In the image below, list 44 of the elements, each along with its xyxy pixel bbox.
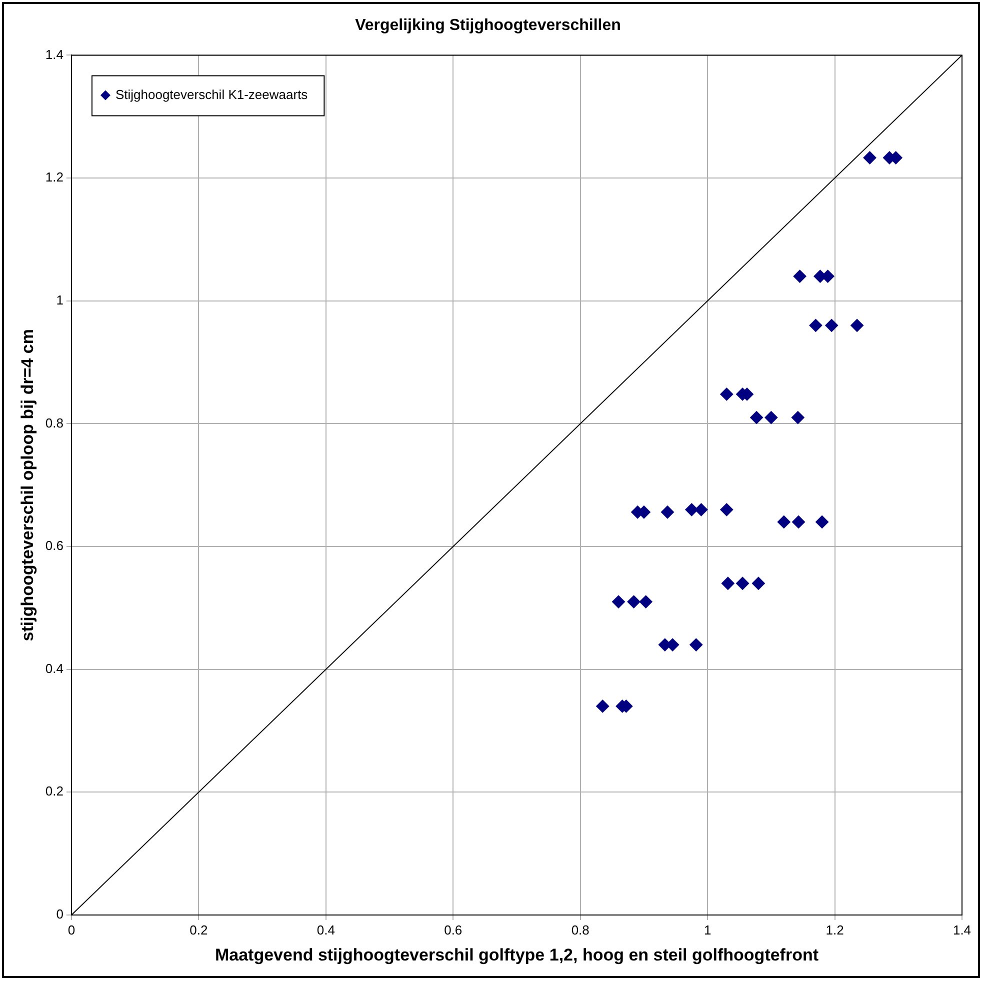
point bbox=[752, 576, 765, 590]
x-tick-label: 1.2 bbox=[826, 922, 844, 938]
y-tick-label: 0.8 bbox=[45, 415, 64, 430]
y-tick-label: 0 bbox=[56, 906, 64, 922]
point bbox=[825, 318, 838, 332]
point bbox=[596, 700, 610, 713]
legend-label: Stijghoogteverschil K1-zeewaarts bbox=[115, 86, 308, 102]
point bbox=[777, 515, 790, 528]
point bbox=[627, 595, 640, 608]
point bbox=[863, 151, 876, 164]
x-tick-label: 0.4 bbox=[316, 922, 335, 938]
point bbox=[764, 411, 778, 424]
x-tick-label: 1 bbox=[704, 922, 712, 938]
point bbox=[685, 503, 698, 516]
x-tick-label: 0 bbox=[68, 922, 76, 938]
point bbox=[791, 411, 804, 424]
point bbox=[809, 318, 822, 332]
x-tick-label: 0.2 bbox=[190, 922, 208, 938]
point bbox=[793, 270, 806, 283]
point bbox=[720, 503, 734, 516]
y-tick-label: 1.4 bbox=[45, 46, 64, 62]
point bbox=[750, 411, 764, 424]
point bbox=[792, 515, 806, 528]
y-tick-label: 0.4 bbox=[45, 660, 64, 676]
y-tick-label: 0.6 bbox=[45, 538, 64, 554]
point bbox=[639, 595, 652, 608]
point bbox=[612, 595, 626, 608]
point bbox=[736, 576, 750, 590]
x-axis-title: Maatgevend stijghoogteverschil golftype 1,2, hoog en steil golfhoogtefront bbox=[214, 945, 819, 964]
y-tick-label: 1 bbox=[56, 292, 64, 308]
y-tick-label: 0.2 bbox=[45, 784, 64, 799]
point bbox=[694, 503, 708, 516]
point bbox=[720, 388, 734, 401]
y-tick-label: 1.2 bbox=[45, 170, 64, 185]
point bbox=[690, 638, 703, 652]
x-tick-label: 1.4 bbox=[952, 922, 972, 938]
y-axis-title: stijghoogteverschil oploop bij dr=4 cm bbox=[18, 329, 37, 642]
chart-title: Vergelijking Stijghoogteverschillen bbox=[355, 17, 621, 34]
point bbox=[660, 506, 674, 519]
point bbox=[721, 576, 734, 590]
point bbox=[850, 318, 864, 332]
x-tick-label: 0.6 bbox=[444, 922, 462, 938]
x-tick-label: 0.8 bbox=[571, 922, 590, 938]
point bbox=[816, 515, 829, 528]
